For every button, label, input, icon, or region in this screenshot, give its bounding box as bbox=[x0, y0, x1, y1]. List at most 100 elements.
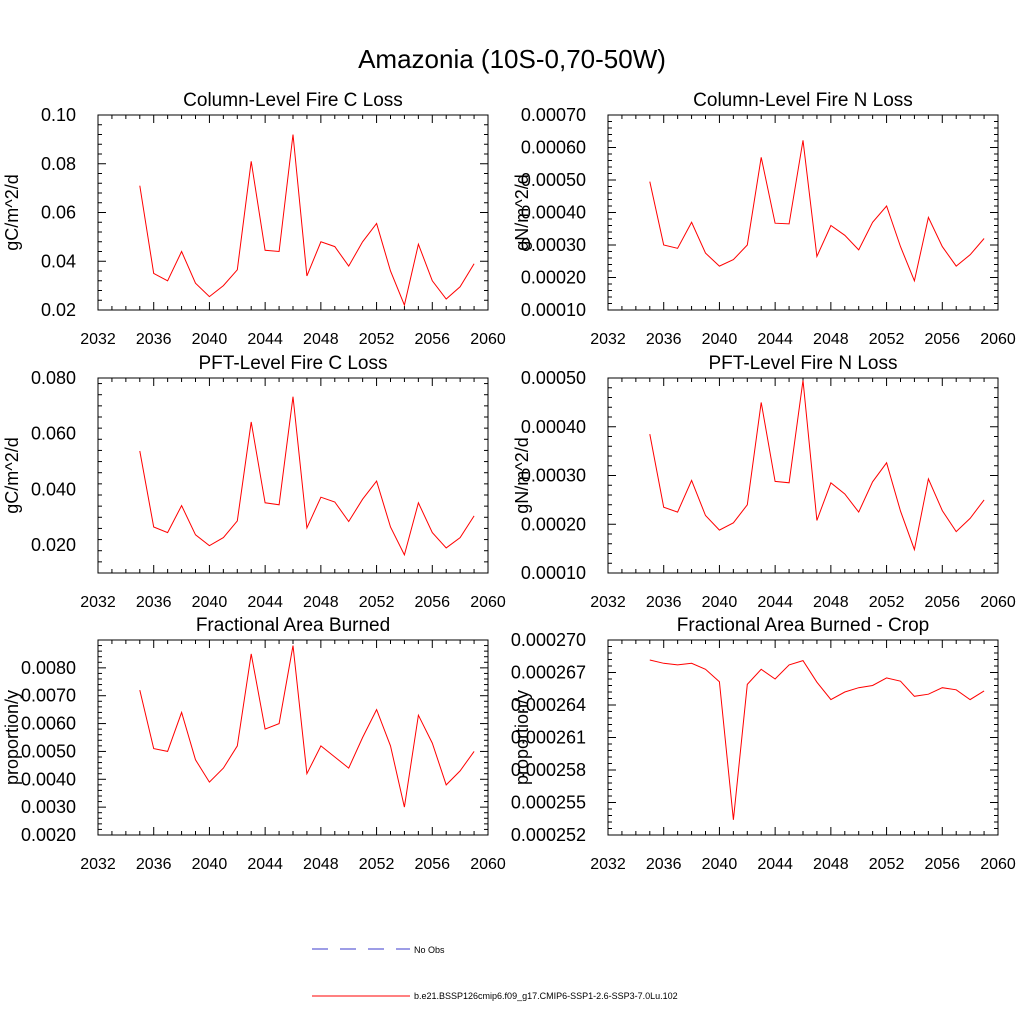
y-axis-label: proportion/y bbox=[512, 690, 532, 785]
y-tick-label: 0.000252 bbox=[511, 825, 586, 845]
x-tick-label: 2056 bbox=[414, 331, 450, 348]
y-axis-label: proportion/y bbox=[2, 690, 22, 785]
x-tick-label: 2048 bbox=[303, 594, 339, 611]
x-tick-label: 2052 bbox=[359, 331, 395, 348]
y-tick-label: 0.00020 bbox=[521, 514, 586, 534]
panel-title: Fractional Area Burned bbox=[196, 615, 390, 636]
y-axis-label: gC/m^2/d bbox=[2, 174, 22, 250]
x-tick-label: 2060 bbox=[980, 594, 1016, 611]
x-tick-label: 2032 bbox=[590, 594, 626, 611]
y-tick-label: 0.00010 bbox=[521, 300, 586, 320]
chart-panel-4: PFT-Level Fire N Loss gN/m^2/d 2032 2036 204… bbox=[512, 353, 1016, 611]
y-tick-label: 0.00070 bbox=[521, 105, 586, 125]
legend: No Obs b.e21.BSSP126cmip6.f09_g17.CMIP6-… bbox=[312, 945, 678, 1001]
x-tick-label: 2044 bbox=[247, 594, 283, 611]
y-tick-label: 0.0020 bbox=[21, 825, 76, 845]
y-tick-label: 0.10 bbox=[41, 105, 76, 125]
y-tick-label: 0.000261 bbox=[511, 728, 586, 748]
y-tick-label: 0.0040 bbox=[21, 769, 76, 789]
y-tick-label: 0.060 bbox=[31, 424, 76, 444]
y-tick-label: 0.00040 bbox=[521, 203, 586, 223]
x-tick-label: 2040 bbox=[192, 594, 228, 611]
x-tick-label: 2044 bbox=[247, 331, 283, 348]
chart-panel-6: Fractional Area Burned - Crop proportion/… bbox=[511, 615, 1016, 873]
chart-panel-5: Fractional Area Burned proportion/y 2032 20… bbox=[2, 615, 506, 873]
x-tick-label: 2056 bbox=[924, 594, 960, 611]
x-tick-label: 2036 bbox=[646, 331, 682, 348]
series-line bbox=[139, 645, 475, 808]
x-tick-label: 2036 bbox=[646, 594, 682, 611]
x-tick-label: 2044 bbox=[247, 856, 283, 873]
y-tick-label: 0.00060 bbox=[521, 138, 586, 158]
x-tick-label: 2052 bbox=[359, 856, 395, 873]
y-tick-label: 0.0070 bbox=[21, 686, 76, 706]
x-tick-label: 2060 bbox=[980, 856, 1016, 873]
y-tick-label: 0.0060 bbox=[21, 714, 76, 734]
y-tick-label: 0.000255 bbox=[511, 793, 586, 813]
x-tick-label: 2036 bbox=[646, 856, 682, 873]
x-tick-label: 2056 bbox=[924, 331, 960, 348]
figure-title: Amazonia (10S-0,70-50W) bbox=[358, 44, 666, 74]
y-tick-label: 0.00050 bbox=[521, 368, 586, 388]
x-tick-label: 2056 bbox=[414, 594, 450, 611]
panel-title: Column-Level Fire N Loss bbox=[693, 90, 913, 111]
y-tick-label: 0.00020 bbox=[521, 268, 586, 288]
x-tick-label: 2036 bbox=[136, 856, 172, 873]
x-tick-label: 2048 bbox=[303, 331, 339, 348]
chart-panel-3: PFT-Level Fire C Loss gC/m^2/d 2032 2036 204… bbox=[2, 353, 506, 611]
x-tick-label: 2056 bbox=[414, 856, 450, 873]
y-tick-label: 0.00010 bbox=[521, 563, 586, 583]
y-tick-label: 0.080 bbox=[31, 368, 76, 388]
x-tick-label: 2052 bbox=[869, 331, 905, 348]
y-tick-label: 0.040 bbox=[31, 479, 76, 499]
series-line bbox=[649, 659, 985, 820]
y-tick-label: 0.00040 bbox=[521, 417, 586, 437]
y-tick-label: 0.0050 bbox=[21, 741, 76, 761]
x-tick-label: 2040 bbox=[192, 856, 228, 873]
y-tick-label: 0.000267 bbox=[511, 663, 586, 683]
x-tick-label: 2060 bbox=[470, 331, 506, 348]
x-tick-label: 2032 bbox=[80, 331, 116, 348]
y-tick-label: 0.0080 bbox=[21, 658, 76, 678]
x-tick-label: 2032 bbox=[590, 331, 626, 348]
y-tick-label: 0.08 bbox=[41, 154, 76, 174]
legend-model-label: b.e21.BSSP126cmip6.f09_g17.CMIP6-SSP1-2.… bbox=[414, 991, 678, 1001]
y-tick-label: 0.02 bbox=[41, 300, 76, 320]
x-tick-label: 2040 bbox=[702, 331, 738, 348]
y-tick-label: 0.020 bbox=[31, 535, 76, 555]
x-tick-label: 2036 bbox=[136, 331, 172, 348]
x-tick-label: 2036 bbox=[136, 594, 172, 611]
x-tick-label: 2040 bbox=[702, 856, 738, 873]
plot-frame bbox=[607, 639, 999, 836]
x-tick-label: 2052 bbox=[359, 594, 395, 611]
x-tick-label: 2044 bbox=[757, 856, 793, 873]
series-line bbox=[139, 134, 475, 307]
x-tick-label: 2048 bbox=[303, 856, 339, 873]
plot-frame bbox=[97, 377, 489, 574]
y-tick-label: 0.06 bbox=[41, 203, 76, 223]
x-tick-label: 2060 bbox=[980, 331, 1016, 348]
x-tick-label: 2052 bbox=[869, 856, 905, 873]
y-tick-label: 0.000264 bbox=[511, 695, 586, 715]
x-tick-label: 2060 bbox=[470, 594, 506, 611]
y-tick-label: 0.000270 bbox=[511, 630, 586, 650]
x-tick-label: 2044 bbox=[757, 594, 793, 611]
x-tick-label: 2040 bbox=[702, 594, 738, 611]
panels: Column-Level Fire C Loss gC/m^2/d 2032 2036… bbox=[2, 90, 1016, 873]
y-tick-label: 0.00030 bbox=[521, 466, 586, 486]
x-tick-label: 2048 bbox=[813, 856, 849, 873]
plot-frame bbox=[97, 114, 489, 311]
legend-obs-label: No Obs bbox=[414, 945, 445, 955]
y-tick-label: 0.000258 bbox=[511, 760, 586, 780]
series-line bbox=[649, 140, 985, 283]
panel-title: Fractional Area Burned - Crop bbox=[677, 615, 929, 636]
x-tick-label: 2052 bbox=[869, 594, 905, 611]
series-line bbox=[139, 396, 475, 557]
y-axis-label: gN/m^2/d bbox=[512, 437, 532, 513]
x-tick-label: 2032 bbox=[80, 856, 116, 873]
x-tick-label: 2032 bbox=[590, 856, 626, 873]
x-tick-label: 2040 bbox=[192, 331, 228, 348]
x-tick-label: 2032 bbox=[80, 594, 116, 611]
panel-title: PFT-Level Fire N Loss bbox=[709, 353, 898, 374]
